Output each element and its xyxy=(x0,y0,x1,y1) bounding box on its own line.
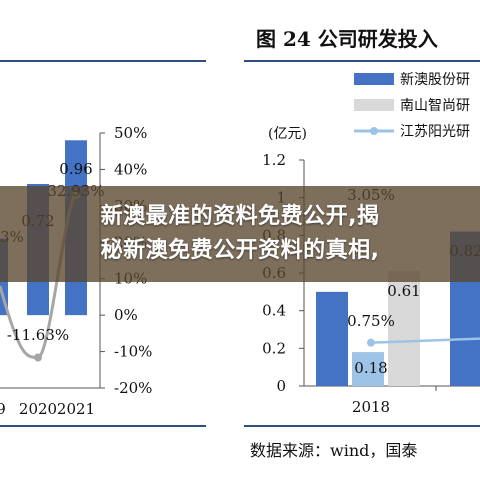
left-x-tick-label: 2020 xyxy=(19,400,57,418)
right-label-jiangsu: 0.18 xyxy=(354,359,387,377)
left-y2-tick-label: 50% xyxy=(114,124,147,142)
left-y2-tick-label: -20% xyxy=(114,379,152,397)
source-note: 数据来源：wind，国泰 xyxy=(250,441,417,460)
left-x-tick-label: 2021 xyxy=(57,400,95,418)
legend-label-0: 新澳股份研 xyxy=(400,72,470,88)
overlay-banner: 新澳最准的资料免费公开,揭 秘新澳免费公开资料的真相, xyxy=(0,186,480,282)
right-ratio-line xyxy=(370,337,480,344)
left-x-tick-label: 9 xyxy=(0,400,6,418)
figure-title: 图 24 公司研发投入 xyxy=(256,27,438,51)
right-ratio-point xyxy=(367,338,375,347)
right-bar-nanshan-2018 xyxy=(388,271,420,386)
banner-line-2: 秘新澳免费公开资料的真相, xyxy=(100,238,380,263)
right-y-tick-label: 0.4 xyxy=(262,302,286,320)
left-y2-tick-label: -10% xyxy=(114,343,152,361)
left-y2-tick-label: 0% xyxy=(114,306,138,324)
legend-swatch-1 xyxy=(354,99,394,111)
right-y-tick-label: 1.2 xyxy=(262,151,286,169)
legend-label-1: 南山智尚研 xyxy=(400,98,470,114)
left-label-0.96: 0.96 xyxy=(59,160,92,178)
unit-label: (亿元) xyxy=(268,126,307,142)
legend-swatch-0 xyxy=(354,73,394,85)
left-label-growth-2020: -11.63% xyxy=(7,326,69,344)
right-label-nanshan: 0.61 xyxy=(387,282,420,300)
legend-label-2: 江苏阳光研 xyxy=(400,124,470,140)
banner-line-1: 新澳最准的资料免费公开,揭 xyxy=(100,204,380,229)
right-y-tick-label: 0.2 xyxy=(262,339,286,357)
right-y-tick-label: 0 xyxy=(276,377,286,395)
left-y2-tick-label: 40% xyxy=(114,160,147,178)
legend-marker-jiangsu xyxy=(370,127,378,135)
right-bar-xinao-2018 xyxy=(316,291,348,386)
right-x-tick-label: 2018 xyxy=(352,398,390,416)
right-bar-jiangsu-2018 xyxy=(352,352,384,386)
right-label-ratio: 0.75% xyxy=(347,312,395,330)
left-growth-point xyxy=(34,353,42,362)
